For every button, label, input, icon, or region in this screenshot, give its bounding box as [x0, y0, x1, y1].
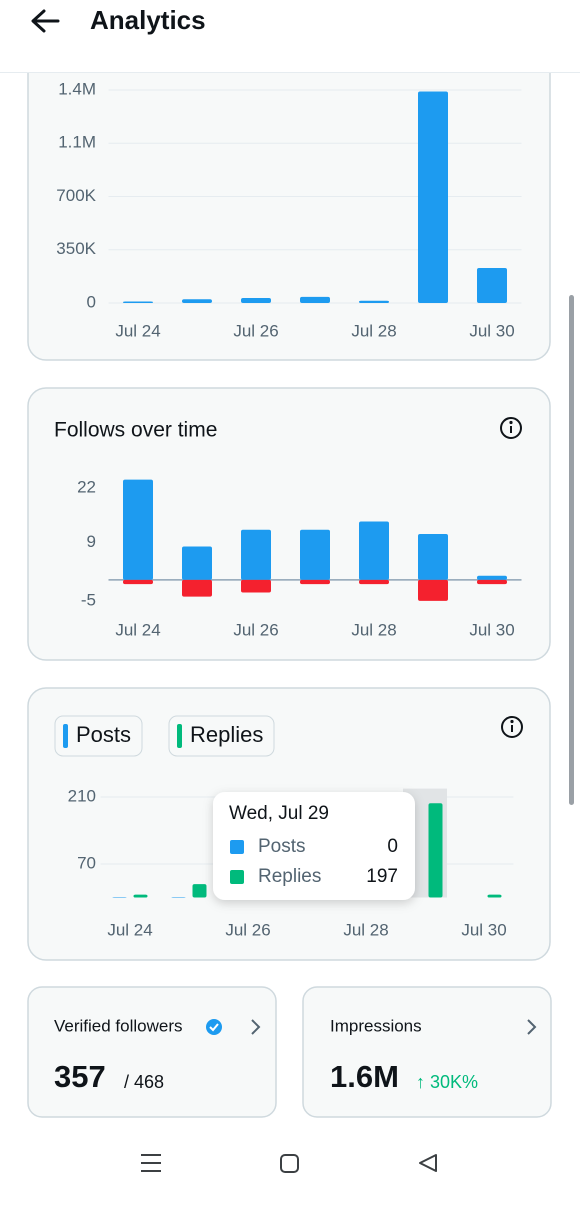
x-tick-label: Jul 28: [343, 920, 388, 939]
x-tick-label: Jul 26: [233, 321, 278, 340]
bar: [359, 580, 389, 584]
nav-menu[interactable]: [141, 1155, 161, 1171]
x-tick-label: Jul 28: [351, 620, 396, 639]
bar: [477, 268, 507, 303]
bar: [418, 92, 448, 303]
x-tick-label: Jul 28: [351, 321, 396, 340]
bar: [300, 530, 330, 580]
y-tick-label: 700K: [56, 186, 96, 205]
tooltip: Wed, Jul 29 Posts 0 Replies 197: [213, 792, 415, 900]
card-title: Verified followers: [54, 1016, 183, 1035]
summary-card[interactable]: [28, 987, 276, 1117]
y-tick-label: 9: [87, 532, 96, 551]
nav-home[interactable]: [281, 1155, 298, 1172]
x-tick-label: Jul 30: [469, 620, 514, 639]
y-tick-label: 70: [77, 853, 96, 872]
chart-card: [28, 40, 550, 360]
bar: [477, 576, 507, 580]
scrollbar: [569, 295, 574, 805]
tooltip-value: 197: [366, 866, 398, 887]
summary-card[interactable]: [303, 987, 551, 1117]
bar: [300, 297, 330, 303]
card-title: Impressions: [330, 1016, 422, 1035]
bar: [241, 580, 271, 593]
tooltip-label: Posts: [258, 836, 306, 857]
verified-badge: [206, 1019, 222, 1035]
bar: [359, 521, 389, 579]
legend-label: Replies: [190, 722, 263, 747]
y-tick-label: 22: [77, 478, 96, 497]
card-total: / 468: [124, 1072, 164, 1092]
bar: [123, 301, 153, 303]
bar: [123, 580, 153, 584]
bar: [123, 480, 153, 580]
bar: [182, 299, 212, 303]
header: [0, 0, 580, 72]
legend-item[interactable]: Replies: [169, 716, 274, 756]
y-tick-label: 350K: [56, 239, 96, 258]
y-tick-label: 1.1M: [58, 133, 96, 152]
bar: [477, 580, 507, 584]
nav-back[interactable]: [420, 1155, 436, 1171]
y-tick-label: 1.4M: [58, 79, 96, 98]
x-tick-label: Jul 24: [107, 920, 152, 939]
tooltip-label: Replies: [258, 866, 321, 887]
x-tick-label: Jul 26: [233, 620, 278, 639]
bar: [193, 884, 207, 897]
bar: [134, 895, 148, 898]
tooltip-swatch: [230, 870, 244, 884]
tooltip-swatch: [230, 840, 244, 854]
x-tick-label: Jul 24: [115, 321, 160, 340]
tooltip-title: Wed, Jul 29: [229, 803, 329, 824]
bar: [182, 547, 212, 580]
chart-title: Follows over time: [54, 419, 217, 442]
x-tick-label: Jul 30: [469, 321, 514, 340]
y-tick-label: 0: [87, 292, 96, 311]
y-tick-label: -5: [81, 590, 96, 609]
bar: [241, 298, 271, 303]
tooltip-value: 0: [387, 836, 398, 857]
x-tick-label: Jul 30: [461, 920, 506, 939]
x-tick-label: Jul 26: [225, 920, 270, 939]
legend-label: Posts: [76, 722, 131, 747]
bar: [418, 580, 448, 601]
x-tick-label: Jul 24: [115, 620, 160, 639]
bar: [182, 580, 212, 597]
bar: [241, 530, 271, 580]
y-tick-label: 210: [68, 786, 96, 805]
bar: [300, 580, 330, 584]
legend-item[interactable]: Posts: [55, 716, 142, 756]
bar: [418, 534, 448, 580]
card-change: ↑ 30K%: [416, 1072, 478, 1092]
card-value: 1.6M: [330, 1059, 399, 1094]
card-value: 357: [54, 1059, 106, 1094]
bar: [359, 301, 389, 303]
bar: [429, 803, 443, 897]
page-title: Analytics: [90, 5, 206, 35]
bar: [488, 895, 502, 898]
